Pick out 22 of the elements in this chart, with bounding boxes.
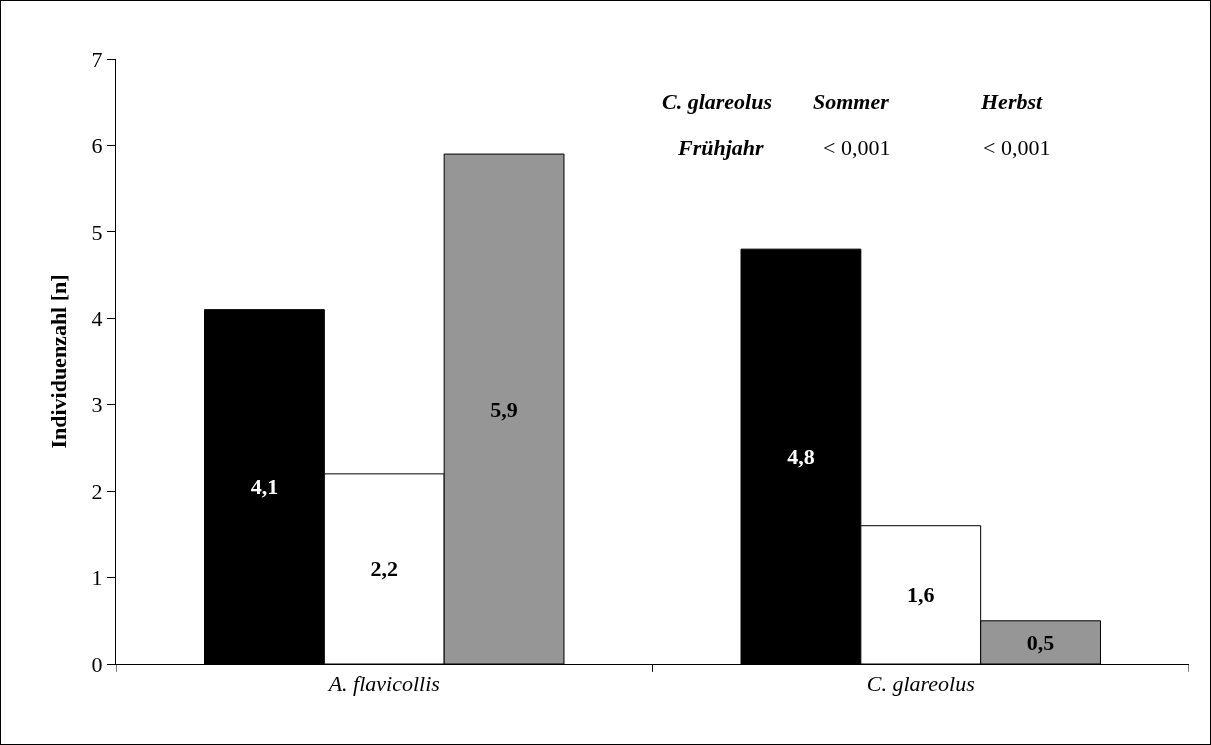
data-label: 1,6 [907, 582, 935, 608]
y-tick-label: 2 [91, 478, 103, 504]
y-tick-label: 0 [91, 651, 103, 677]
y-tick-label: 7 [91, 46, 103, 72]
y-tick-label: 4 [91, 305, 103, 331]
annotation: C. glareolus [662, 89, 773, 114]
y-tick-label: 6 [91, 133, 103, 159]
y-tick-label: 5 [91, 219, 103, 245]
y-tick-label: 3 [91, 392, 103, 418]
annotation: < 0,001 [823, 135, 891, 160]
data-label: 4,1 [250, 474, 279, 500]
annotation: Sommer [813, 89, 890, 114]
data-label: 5,9 [490, 396, 518, 422]
annotation: < 0,001 [983, 135, 1051, 160]
annotation: Herbst [980, 89, 1043, 114]
data-label: 0,5 [1026, 629, 1055, 655]
annotation: Frühjahr [677, 135, 765, 160]
data-label: 2,2 [370, 556, 398, 582]
data-label: 4,8 [787, 444, 815, 470]
x-tick-label: A. flavicollis [326, 671, 440, 697]
y-tick-label: 1 [91, 565, 103, 591]
y-axis-title: Individuenzahl [n] [46, 274, 72, 449]
